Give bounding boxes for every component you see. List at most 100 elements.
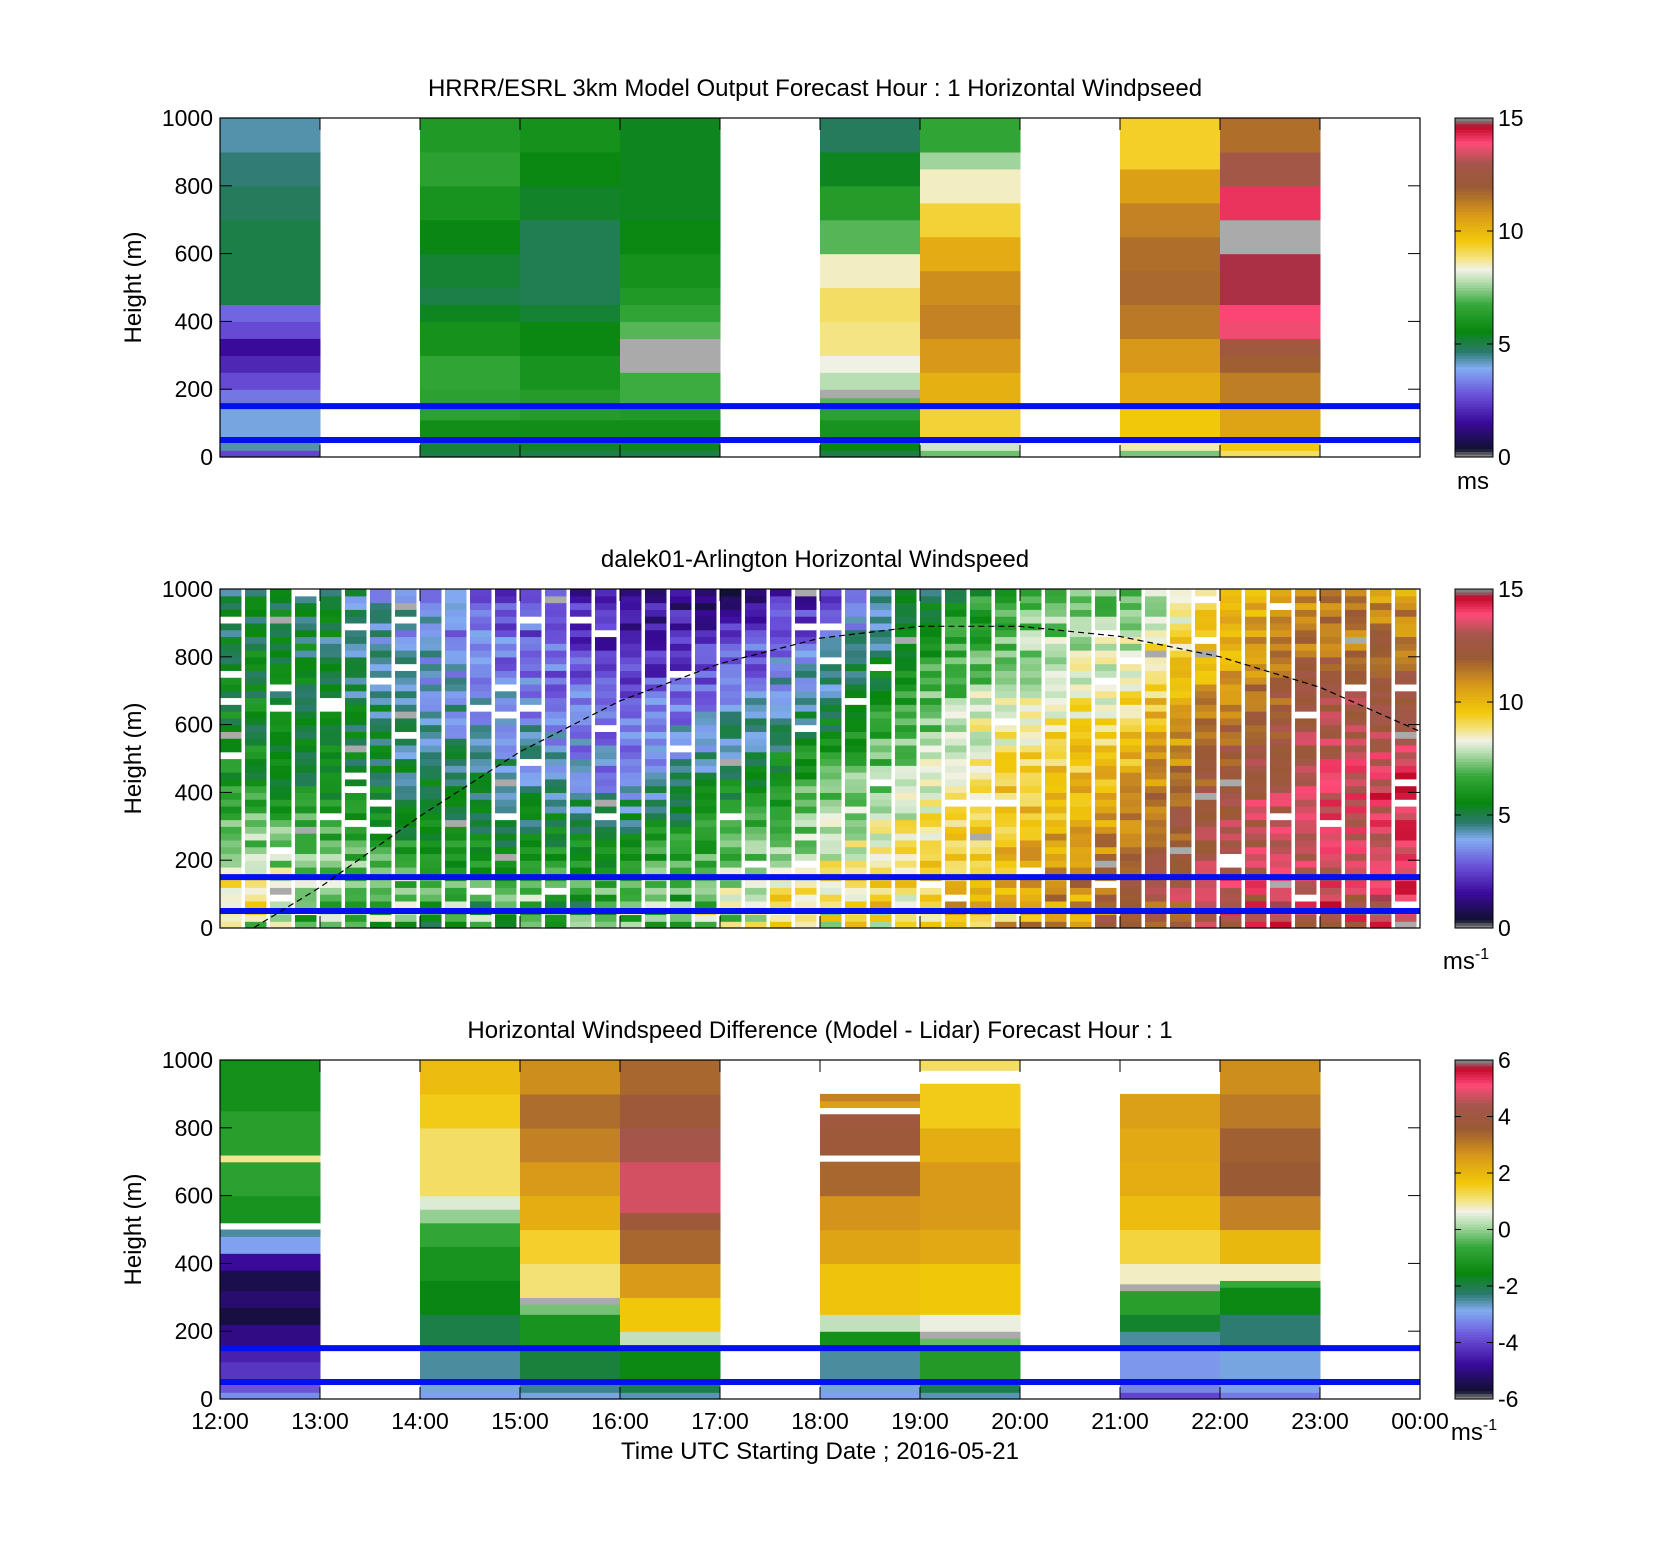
heatmap-cell [220,860,242,868]
heatmap-cell [1095,731,1117,739]
heatmap-cell [570,724,592,732]
heatmap-cell [495,799,517,807]
heatmap-cell [645,650,667,658]
heatmap-cell [620,253,721,289]
colorbar-segment [1455,208,1493,212]
colorbar-segment [1455,284,1493,289]
heatmap-cell [620,1331,721,1349]
heatmap-cell [745,880,767,888]
heatmap-cell [395,724,417,732]
heatmap-cell [445,697,467,705]
heatmap-cell [270,866,292,875]
heatmap-cell [1095,751,1117,760]
heatmap-cell [645,663,667,671]
heatmap-cell [1395,853,1417,861]
heatmap-cell [520,419,621,438]
heatmap-cell [795,650,817,658]
heatmap-cell [345,880,367,888]
y-tick-label: 600 [175,1183,213,1209]
heatmap-cell [1020,711,1042,719]
heatmap-cell [1295,751,1317,760]
y-tick-label: 0 [200,915,213,941]
heatmap-cell [1245,921,1267,929]
heatmap-cell [470,765,492,773]
heatmap-cell [1370,860,1392,868]
heatmap-cell [720,622,742,631]
colorbar-segment [1455,1390,1493,1394]
heatmap-cell [1070,656,1092,665]
colorbar-segment [1455,738,1493,743]
heatmap-cell [470,900,492,909]
heatmap-cell [795,921,817,929]
heatmap-cell [1370,636,1392,644]
heatmap-cell [820,751,842,760]
heatmap-cell [770,677,792,685]
heatmap-cell [1295,602,1317,610]
heatmap-cell [620,744,642,753]
heatmap-cell [1070,677,1092,685]
heatmap-cell [1245,602,1267,610]
heatmap-cell [520,643,542,651]
heatmap-cell [1095,616,1117,624]
heatmap-cell [795,704,817,712]
heatmap-cell [645,880,667,888]
heatmap-cell [895,683,917,692]
heatmap-cell [395,602,417,610]
heatmap-cell [770,650,792,658]
heatmap-cell [845,724,867,732]
heatmap-cell [370,880,392,888]
heatmap-cell [220,887,242,895]
heatmap-cell [1095,589,1117,597]
colorbar-segment [1455,693,1493,697]
heatmap-cell [470,833,492,841]
heatmap-cell [1270,595,1292,604]
heatmap-cell [770,609,792,617]
heatmap-cell [395,643,417,651]
heatmap-cell [970,650,992,658]
heatmap-cell [1270,589,1292,597]
heatmap-cell [270,812,292,821]
heatmap-cell [870,894,892,902]
heatmap-cell [345,650,367,658]
heatmap-cell [645,589,667,597]
heatmap-cell [1345,744,1367,753]
heatmap-cell [445,643,467,651]
heatmap-cell [1070,738,1092,746]
heatmap-cell [1270,643,1292,651]
heatmap-cell [295,900,317,909]
heatmap-cell [870,772,892,780]
heatmap-cell [520,717,542,726]
heatmap-cell [220,1161,321,1197]
heatmap-cell [745,731,767,739]
heatmap-cell [495,812,517,821]
heatmap-cell [620,921,642,929]
colorbar-segment [1455,1396,1493,1400]
heatmap-cell [845,697,867,705]
heatmap-cell [820,887,842,895]
heatmap-cell [1345,758,1367,766]
heatmap-cell [445,636,467,644]
heatmap-cell [1195,717,1217,726]
heatmap-cell [470,663,492,671]
heatmap-cell [795,609,817,617]
heatmap-cell [1020,731,1042,739]
heatmap-cell [1370,772,1392,780]
heatmap-cell [445,683,467,692]
heatmap-cell [845,772,867,780]
heatmap-cell [770,826,792,834]
heatmap-cell [1145,819,1167,827]
heatmap-cell [1370,758,1392,766]
heatmap-cell [1170,616,1192,624]
heatmap-cell [1145,772,1167,780]
heatmap-cell [1370,602,1392,610]
heatmap-cell [1170,683,1192,692]
heatmap-cell [370,711,392,719]
heatmap-cell [270,595,292,604]
heatmap-cell [1245,860,1267,868]
heatmap-cell [670,921,692,929]
heatmap-cell [1270,704,1292,712]
heatmap-cell [245,765,267,773]
heatmap-cell [245,643,267,651]
panel-title: dalek01-Arlington Horizontal Windspeed [601,546,1029,573]
heatmap-cell [420,185,521,221]
